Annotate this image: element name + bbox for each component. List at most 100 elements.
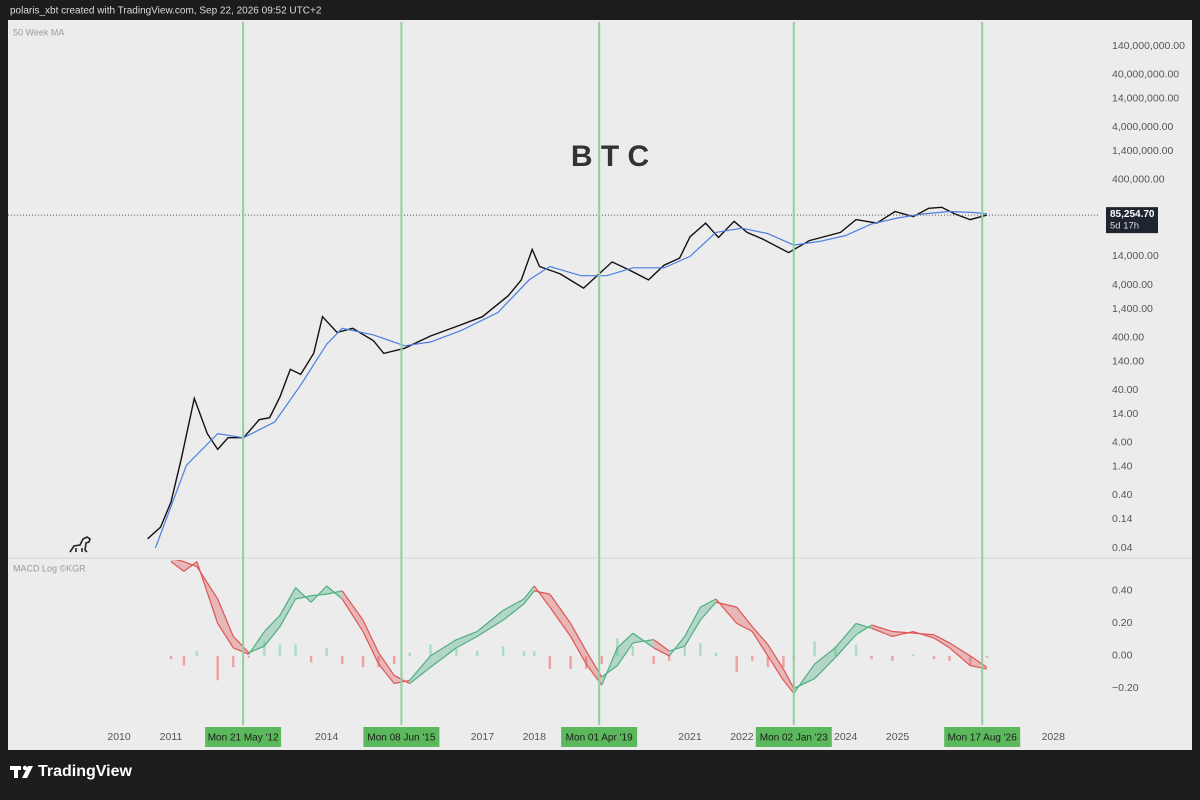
signal-line-segment (933, 634, 950, 644)
signal-line-segment (232, 635, 250, 654)
histogram-bar (278, 644, 282, 656)
macd-fill (477, 610, 504, 637)
macd-line-segment (295, 587, 312, 603)
macd-line-segment (248, 631, 265, 655)
macd-line-segment (871, 627, 893, 637)
signal-line-segment (174, 560, 185, 563)
macd-line-segment (378, 663, 395, 684)
histogram-bar (751, 655, 754, 661)
signal-line-segment (736, 606, 753, 628)
macd-fill (363, 620, 379, 665)
x-tick-label: 2021 (678, 731, 702, 743)
histogram-bar (455, 647, 458, 656)
macd-line-segment (912, 630, 935, 639)
histogram-bar (834, 646, 837, 656)
macd-line-segment (362, 631, 380, 665)
macd-fill (430, 639, 457, 668)
macd-fill (653, 639, 670, 656)
signal-line-segment (653, 639, 670, 652)
y-tick-label: 0.14 (1112, 513, 1133, 525)
histogram-bar (429, 644, 432, 656)
histogram-bar (911, 654, 915, 656)
x-tick-label: 2018 (523, 731, 547, 743)
histogram-bar (361, 655, 365, 668)
signal-line-segment (601, 665, 618, 678)
macd-fill (871, 625, 893, 637)
macd-line-segment (549, 606, 572, 637)
signal-line-segment (476, 619, 504, 637)
signal-line-segment (409, 666, 431, 685)
histogram-bar (948, 655, 951, 661)
signal-line-segment (699, 601, 717, 621)
macd-line-segment (476, 609, 504, 632)
x-tick-label: 2024 (834, 731, 858, 743)
x-tick-label: 2010 (107, 731, 131, 743)
histogram-bar (813, 641, 816, 656)
histogram-bar (325, 647, 328, 656)
signal-line-segment (814, 657, 836, 680)
macd-line-segment (793, 663, 816, 694)
last-price-box (1106, 207, 1158, 234)
macd-line-segment (668, 636, 686, 657)
macd-line-segment (601, 647, 618, 686)
y-tick-label: 0.00 (1112, 650, 1133, 662)
histogram-bar (735, 655, 738, 673)
histogram-bar (891, 655, 894, 661)
x-tick-label: 2014 (315, 731, 339, 743)
y-tick-label: 140.00 (1112, 355, 1144, 367)
signal-line-segment (782, 668, 795, 689)
y-tick-label: 0.40 (1112, 489, 1133, 501)
price-line (147, 206, 988, 540)
histogram-bar (232, 655, 235, 668)
signal-line-segment (311, 593, 327, 597)
macd-line-segment (533, 585, 551, 608)
macd-line-segment (456, 630, 478, 641)
macd-fill (767, 644, 784, 681)
y-tick-label: 14.00 (1112, 408, 1138, 420)
histogram-bar (475, 651, 479, 656)
macd-fill (549, 594, 571, 637)
macd-fill (835, 623, 857, 658)
macd-fill (736, 607, 753, 632)
macd-fill (326, 586, 343, 600)
marker-label: Mon 08 Jun '15 (367, 733, 436, 744)
macd-line-segment (233, 647, 250, 655)
marker-label: Mon 01 Apr '19 (566, 733, 633, 744)
macd-fill (279, 587, 296, 627)
histogram-bar (600, 655, 603, 665)
histogram-bar (392, 655, 396, 665)
histogram-bar (683, 646, 686, 656)
histogram-bar (501, 646, 505, 656)
footer-brand: TradingView (38, 763, 133, 780)
histogram-bar (932, 655, 936, 660)
signal-line-segment (217, 598, 234, 637)
histogram-bar (584, 655, 588, 669)
signal-line-segment (855, 624, 872, 636)
macd-fill (456, 631, 478, 648)
signal-line-segment (534, 590, 550, 595)
marker-label: Mon 02 Jan '23 (760, 733, 829, 744)
macd-line-segment (430, 639, 457, 657)
macd-title: MACD Log ©KGR (13, 563, 86, 573)
macd-line-segment (700, 598, 717, 608)
macd-line-segment (263, 614, 281, 632)
macd-fill (684, 607, 701, 647)
macd-fill (586, 651, 602, 686)
y-tick-label: 40,000,000.00 (1112, 68, 1179, 80)
y-tick-label: 400,000.00 (1112, 174, 1165, 186)
macd-line-segment (949, 647, 971, 667)
histogram-bar (652, 655, 655, 665)
y-tick-label: 400.00 (1112, 331, 1144, 343)
signal-line-segment (949, 642, 971, 657)
macd-line-segment (570, 636, 587, 665)
y-tick-label: −0.20 (1112, 682, 1139, 694)
signal-line-segment (196, 566, 219, 600)
signal-line-segment (326, 590, 343, 595)
macd-line-segment (341, 598, 364, 632)
histogram-bar (263, 641, 266, 656)
histogram-bar (631, 646, 635, 656)
histogram-bar (766, 655, 770, 668)
y-tick-label: 14,000,000.00 (1112, 92, 1179, 104)
signal-line-segment (263, 626, 281, 647)
